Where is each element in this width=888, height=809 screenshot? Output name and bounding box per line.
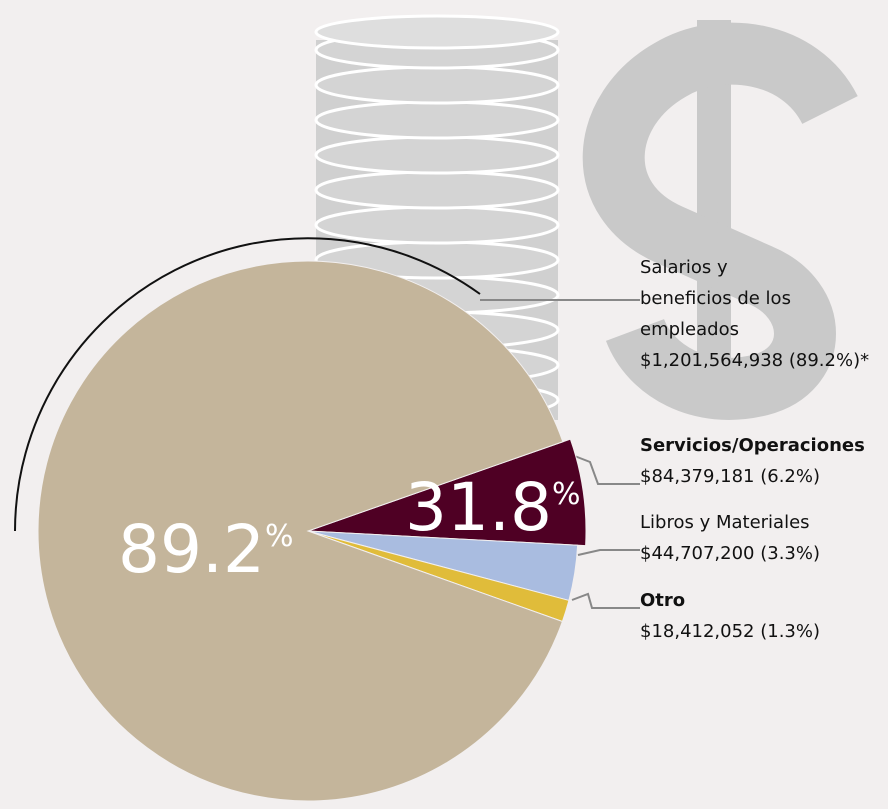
pie-slice xyxy=(307,438,587,547)
slice-label: Servicios/Operaciones $84,379,181 (6.2%) xyxy=(640,430,865,492)
value-label: $84,379,181 (6.2%) xyxy=(640,466,821,487)
pie-slice xyxy=(37,260,564,802)
slices xyxy=(37,260,587,802)
category-name: Otro xyxy=(640,590,686,611)
value-label: $1,201,564,938 (89.2%)* xyxy=(640,350,870,371)
slice-percent: 31.8% xyxy=(405,469,580,546)
slice-label: Libros y Materiales $44,707,200 (3.3%) xyxy=(640,507,820,569)
category-name: Libros y Materiales xyxy=(640,512,810,533)
slice-label: Otro $18,412,052 (1.3%) xyxy=(640,585,820,647)
bracket-arc xyxy=(14,237,481,532)
value-label: $44,707,200 (3.3%) xyxy=(640,543,821,564)
leader-lines xyxy=(480,299,640,609)
category-name: Salarios y beneficios de los empleados xyxy=(640,257,791,340)
slice-label: Salarios y beneficios de los empleados $1… xyxy=(640,252,869,376)
category-name: Servicios/Operaciones xyxy=(640,435,865,456)
slice-percent: 89.2% xyxy=(118,511,293,588)
dollar-sign xyxy=(582,20,858,420)
value-label: $18,412,052 (1.3%) xyxy=(640,621,821,642)
